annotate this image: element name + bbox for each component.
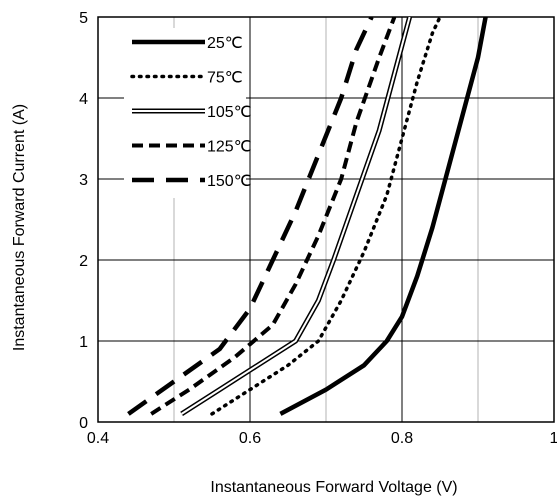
- series-line-4: [150, 17, 397, 416]
- y-tick-label: 1: [79, 334, 88, 351]
- plot-area-frame: [97, 16, 555, 423]
- x-tick-label: 1: [550, 430, 557, 447]
- series-line-1: [279, 17, 488, 416]
- y-tick-label: 2: [79, 253, 88, 270]
- y-tick-label: 5: [79, 10, 88, 27]
- legend-label: 105℃: [207, 104, 252, 121]
- series-line-2: [210, 17, 442, 416]
- legend: 25℃ 75℃ 105℃ 125℃ 150℃: [124, 28, 252, 198]
- series-line-3-inner: [181, 17, 411, 415]
- y-tick-label: 4: [79, 91, 88, 108]
- x-axis-title: Instantaneous Forward Voltage (V): [210, 479, 457, 496]
- y-tick-label: 0: [79, 415, 88, 432]
- x-tick-label: 0.4: [87, 430, 109, 447]
- tick-labels: 0.4 0.6 0.8 1 0 1 2 3 4 5: [79, 10, 557, 447]
- x-tick-label: 0.6: [239, 430, 261, 447]
- x-tick-label: 0.8: [391, 430, 413, 447]
- y-axis-title: Instantaneous Forward Current (A): [11, 104, 28, 351]
- legend-label: 25℃: [207, 35, 243, 52]
- legend-label: 150℃: [207, 173, 252, 190]
- series-layer: [127, 17, 488, 417]
- legend-label: 75℃: [207, 70, 243, 87]
- y-tick-label: 3: [79, 172, 88, 189]
- series-line-5: [127, 17, 374, 416]
- legend-label: 125℃: [207, 139, 252, 156]
